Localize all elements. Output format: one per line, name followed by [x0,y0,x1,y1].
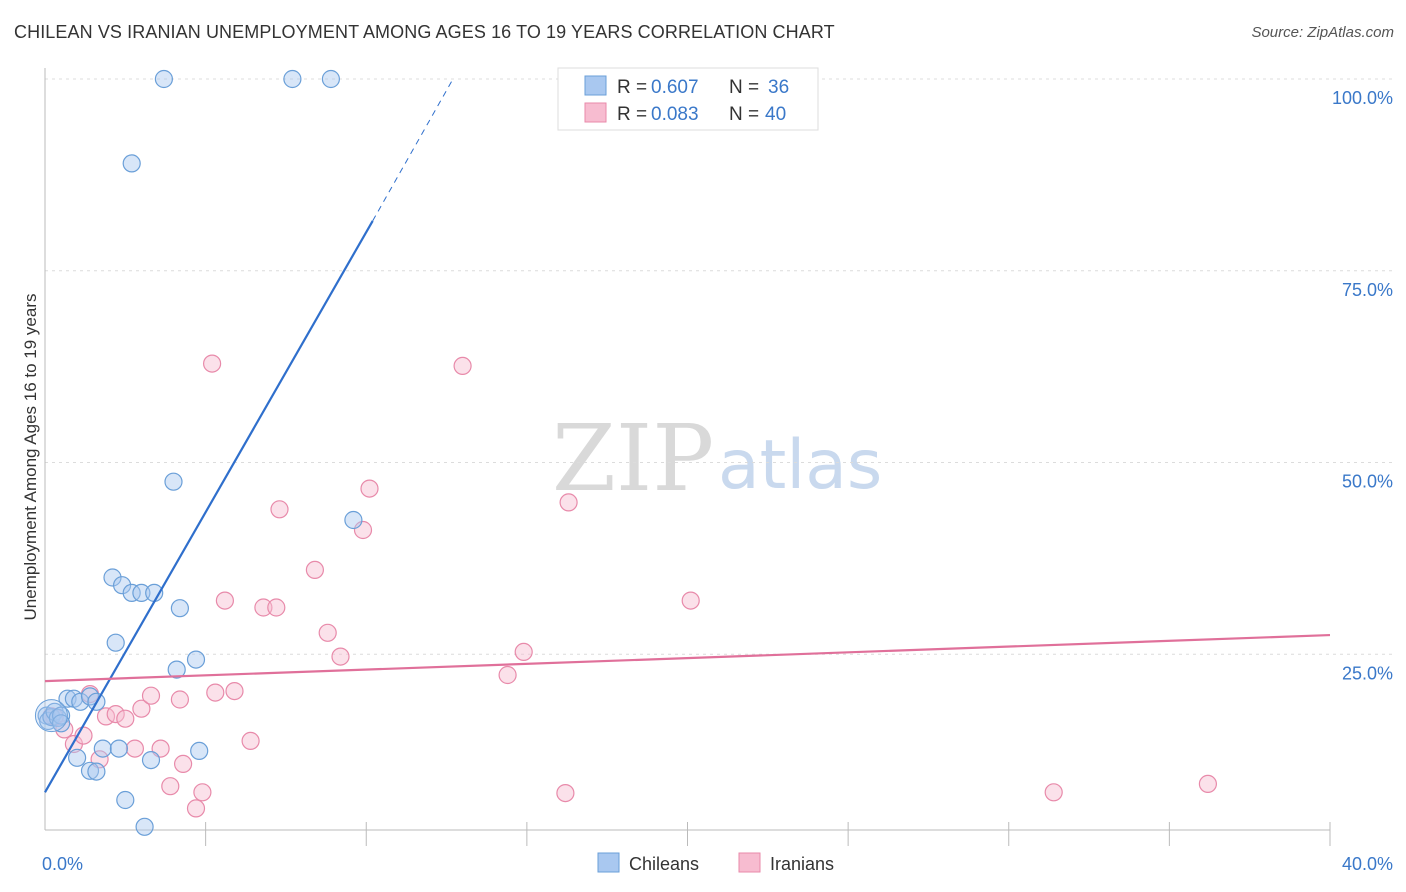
iranians-point-18 [206,683,225,702]
iranians-point-37 [203,354,222,373]
iranians-point-35 [1044,783,1063,802]
iranians-point-32 [556,783,575,803]
chileans-point-14 [93,739,112,758]
chileans-point-35 [51,714,71,733]
iranians-point-19 [215,591,234,610]
chileans-points [34,69,363,836]
y-tick-label-50: 50.0% [1342,472,1393,492]
x-tick-marks [205,822,1331,846]
bottom-legend-swatch-iranians [738,852,761,873]
iranians-point-36 [1198,774,1218,794]
legend-r-label-1: R = [617,77,647,98]
iranians-point-26 [318,623,337,642]
legend-r-label-2: R = [617,104,647,125]
x-tick-label-max: 40.0% [1342,854,1393,874]
iranians-point-14 [170,690,189,709]
source-label: Source: ZipAtlas.com [1251,24,1394,41]
chileans-point-11 [67,748,87,767]
grid-lines [45,78,1395,655]
watermark-atlas: atlas [718,426,882,505]
chileans-point-30 [344,510,363,530]
chileans-trend-extension [372,78,454,222]
chileans-point-24 [141,750,161,770]
chileans-point-25 [164,472,183,491]
iranians-point-15 [174,754,193,774]
chileans-point-26 [170,599,189,618]
iranians-point-21 [241,731,260,751]
chileans-point-20 [132,583,151,603]
bottom-legend-chileans: Chileans [629,854,699,874]
iranians-point-30 [498,665,517,685]
chileans-point-34 [122,154,141,173]
legend-r-value-1: 0.607 [651,77,699,98]
iranians-points [42,354,1218,818]
chileans-point-12 [80,761,100,780]
bottom-legend-iranians: Iranians [770,854,834,874]
y-tick-label-100: 100.0% [1332,88,1393,108]
y-tick-label-25: 25.0% [1342,663,1393,683]
iranians-point-20 [225,681,244,701]
chileans-trend-line [44,220,374,793]
chileans-point-17 [103,568,122,587]
legend-bottom: Chileans Iranians [597,852,834,874]
iranians-point-10 [132,699,151,718]
chileans-point-5 [51,706,71,725]
iranians-point-22 [254,598,273,617]
chileans-point-31 [154,69,173,89]
chileans-point-33 [321,69,340,89]
x-tick-label-min: 0.0% [42,854,83,874]
bottom-legend-swatch-chileans [597,852,620,873]
watermark-zip: ZIP [552,405,714,512]
iranians-point-28 [353,520,373,540]
iranians-point-9 [125,739,144,758]
chileans-point-13 [87,762,106,781]
y-axis-label: Unemployment Among Ages 16 to 19 years [21,294,40,621]
chileans-point-27 [167,660,186,679]
y-tick-labels: 25.0% 50.0% 75.0% 100.0% [1332,88,1393,683]
y-tick-label-75: 75.0% [1342,280,1393,300]
iranians-point-11 [141,686,161,705]
iranians-point-27 [331,647,350,666]
iranians-point-25 [305,560,324,580]
iranians-point-24 [270,500,289,519]
iranians-point-38 [453,356,472,375]
chileans-point-19 [122,583,141,603]
legend-n-value-1: 36 [768,77,789,98]
chileans-point-15 [109,739,129,758]
iranians-point-34 [681,591,700,610]
chileans-point-29 [190,741,209,761]
iranians-point-31 [514,642,533,662]
legend-swatch-iranians [584,102,607,123]
chileans-point-22 [106,633,125,652]
chileans-point-8 [71,692,90,711]
legend-n-value-2: 40 [765,104,786,125]
chileans-point-32 [283,69,302,89]
chileans-point-16 [116,790,135,810]
iranians-point-33 [559,493,578,512]
chileans-point-28 [186,650,206,669]
iranians-point-13 [161,777,180,796]
iranians-point-8 [116,709,135,728]
iranians-point-29 [360,479,379,498]
iranians-point-23 [267,598,286,617]
iranians-trend-line [44,633,1331,683]
chileans-point-4 [48,708,68,728]
legend-n-label-1: N = [729,77,759,98]
legend-swatch-chileans [584,75,607,96]
chileans-cluster-bubble [34,699,68,733]
chart-title: CHILEAN VS IRANIAN UNEMPLOYMENT AMONG AG… [14,22,835,42]
chileans-point-23 [135,817,154,836]
iranians-point-7 [106,704,125,724]
trend-lines [44,78,1331,793]
legend-r-value-2: 0.083 [651,104,699,125]
legend-top: R = 0.607 N = 36 R = 0.083 N = 40 [557,67,819,131]
chileans-point-18 [112,576,132,595]
iranians-point-16 [186,799,206,818]
legend-n-label-2: N = [729,104,759,125]
iranians-point-17 [193,783,212,802]
